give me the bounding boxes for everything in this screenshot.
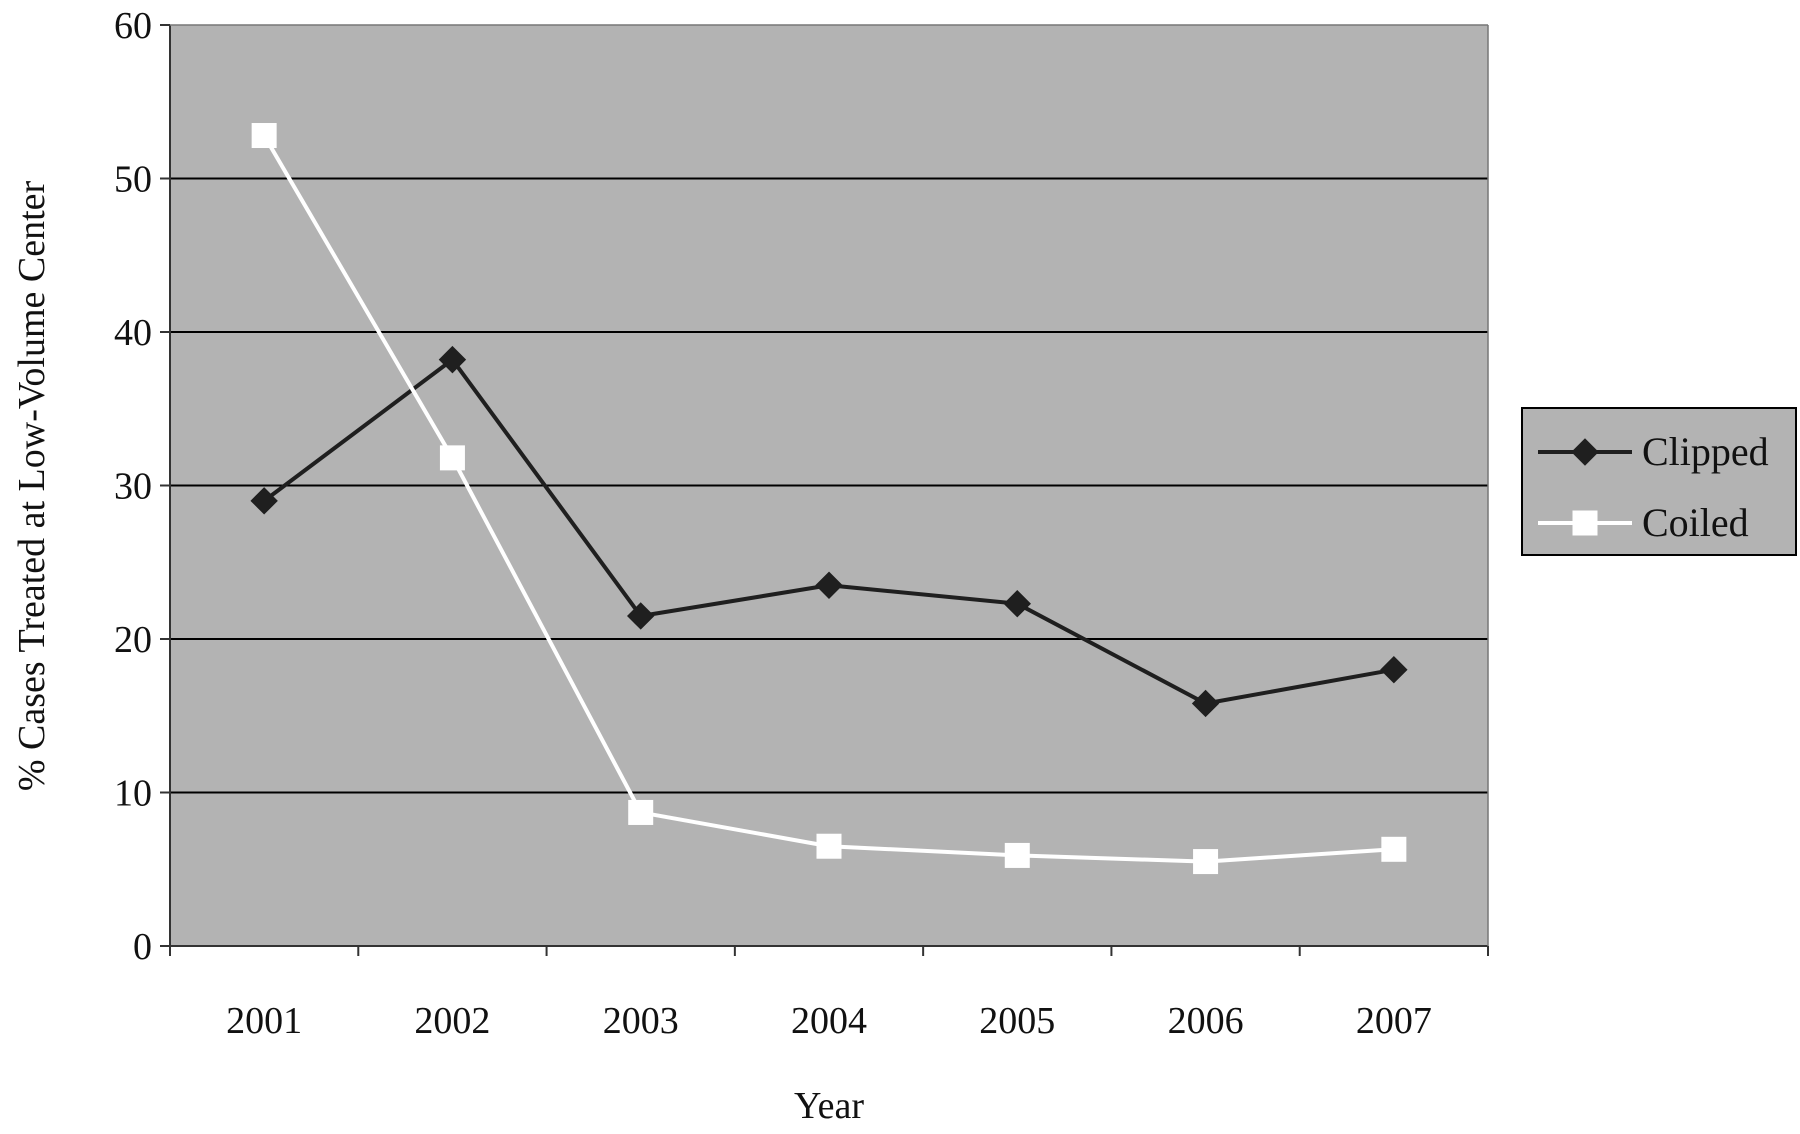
x-axis-title: Year xyxy=(794,1085,864,1127)
data-point-coiled xyxy=(251,123,277,149)
data-point-clipped xyxy=(1380,655,1408,684)
y-tick-label: 60 xyxy=(114,5,152,47)
legend: Clipped Coiled xyxy=(1521,407,1797,556)
data-point-coiled xyxy=(1381,836,1407,862)
legend-box xyxy=(1521,407,1797,556)
series-layer xyxy=(250,123,1408,875)
data-point-coiled xyxy=(1193,849,1219,875)
data-point-coiled xyxy=(439,445,465,471)
data-point-coiled xyxy=(628,799,654,825)
x-tick-label: 2001 xyxy=(226,1000,302,1042)
data-point-coiled xyxy=(816,833,842,859)
gridlines xyxy=(170,177,1488,794)
y-tick-label: 10 xyxy=(114,773,152,815)
data-point-clipped xyxy=(438,345,467,374)
legend-entry-clipped: Clipped xyxy=(1538,429,1769,474)
y-tick-label: 20 xyxy=(114,619,152,661)
x-tick-label: 2004 xyxy=(791,1000,867,1042)
legend-label-coiled: Coiled xyxy=(1642,500,1749,545)
x-axis-ticks: 2001 2002 2003 2004 2005 2006 2007 xyxy=(169,946,1489,1042)
series-coiled xyxy=(251,123,1407,875)
y-tick-label: 0 xyxy=(133,926,152,968)
legend-marker-clipped xyxy=(1571,438,1599,466)
x-tick-label: 2007 xyxy=(1356,1000,1432,1042)
y-axis-title: % Cases Treated at Low-Volume Center xyxy=(11,180,53,791)
legend-marker-coiled xyxy=(1572,510,1598,536)
y-tick-label: 40 xyxy=(114,312,152,354)
series-clipped xyxy=(250,345,1408,718)
data-point-clipped xyxy=(1003,589,1031,618)
data-point-clipped xyxy=(250,487,278,515)
data-point-clipped xyxy=(815,571,843,599)
data-point-clipped xyxy=(1191,689,1220,718)
legend-entry-coiled: Coiled xyxy=(1538,500,1749,545)
y-tick-label: 30 xyxy=(114,466,152,508)
data-point-coiled xyxy=(1004,842,1030,868)
x-tick-label: 2003 xyxy=(603,1000,679,1042)
y-tick-label: 50 xyxy=(114,159,152,201)
x-tick-label: 2006 xyxy=(1168,1000,1244,1042)
data-point-clipped xyxy=(627,602,655,630)
legend-label-clipped: Clipped xyxy=(1642,429,1769,474)
y-axis-ticks: 0 10 20 30 40 50 60 xyxy=(114,5,170,968)
x-tick-label: 2002 xyxy=(414,1000,490,1042)
x-tick-label: 2005 xyxy=(979,1000,1055,1042)
